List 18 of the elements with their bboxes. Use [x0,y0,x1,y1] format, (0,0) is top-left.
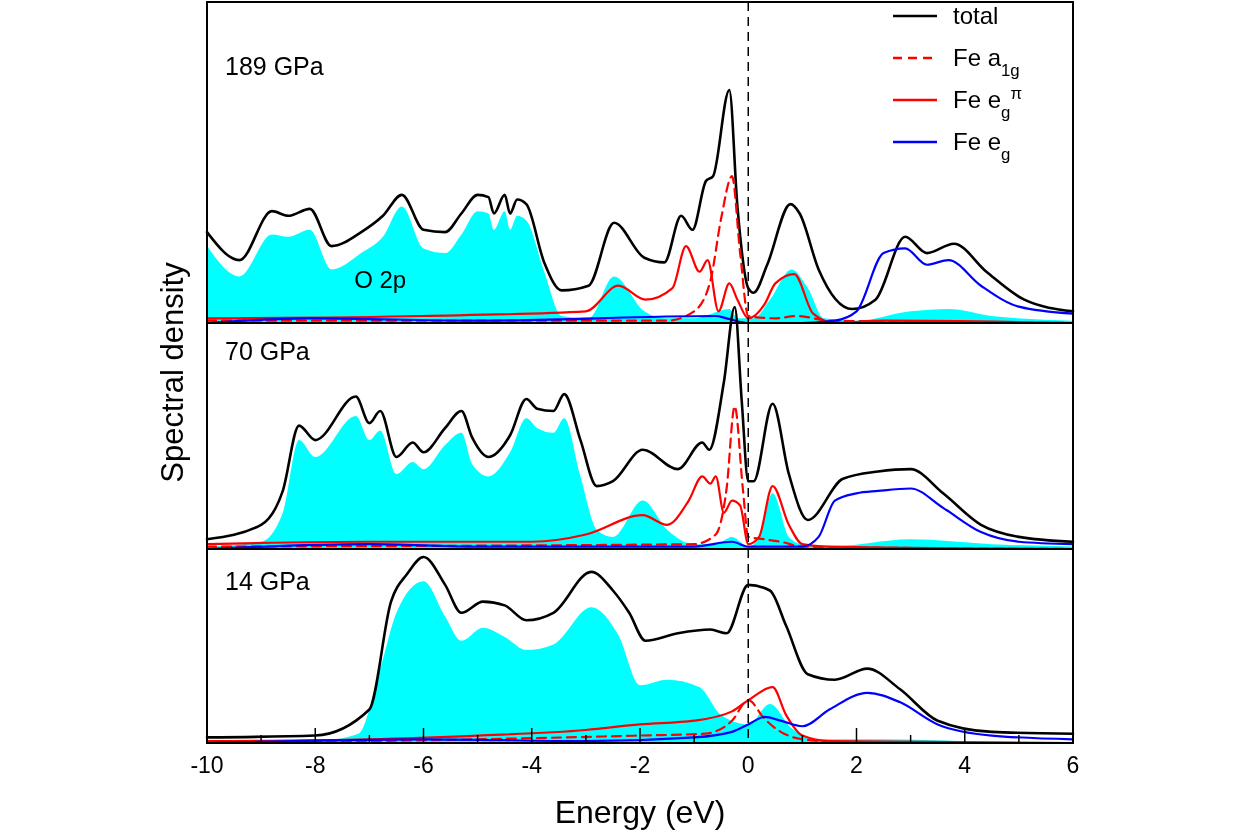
text: 70 GPa [225,337,310,365]
legend-label: Fe e$_{g}$ [953,128,1011,164]
x-tick-label: 0 [741,752,755,778]
chart-title: 189 GPa [225,52,324,80]
y-axis-title: Spectral density [155,261,190,483]
x-tick-label: 4 [958,752,972,778]
x-tick-label: 2 [850,752,863,778]
x-tick-label: -10 [190,752,224,778]
x-tick-label: -2 [629,752,651,778]
series-label: O 2p [354,266,407,293]
chart-title: 14 GPa [225,567,310,595]
x-axis-title: Energy (eV) [554,794,726,830]
x-tick-label: -4 [521,752,543,778]
x-tick-label: 6 [1066,752,1080,778]
legend-label: Fe a$_{1g}$ [953,44,1020,80]
x-tick-label: -8 [305,752,326,778]
x-tick-label: -6 [413,752,434,778]
legend-label: total [953,2,999,29]
